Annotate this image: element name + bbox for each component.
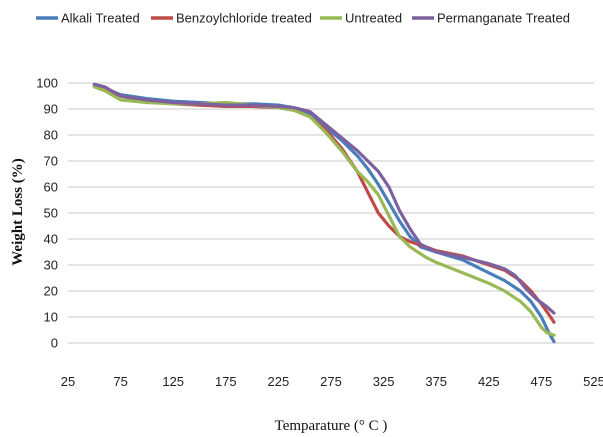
series-lines xyxy=(92,82,556,344)
y-tick-label: 30 xyxy=(44,258,58,273)
y-tick-label: 80 xyxy=(44,128,58,143)
x-tick-label: 25 xyxy=(61,374,75,389)
x-tick-label: 325 xyxy=(373,374,395,389)
y-tick-label: 20 xyxy=(44,284,58,299)
x-tick-label: 125 xyxy=(162,374,184,389)
legend-label: Untreated xyxy=(345,11,402,26)
y-tick-label: 100 xyxy=(36,76,58,91)
y-tick-label: 40 xyxy=(44,232,58,247)
legend-label: Permanganate Treated xyxy=(437,11,570,26)
grid-lines xyxy=(68,82,594,344)
x-tick-label: 475 xyxy=(531,374,553,389)
y-tick-label: 50 xyxy=(44,206,58,221)
x-axis-title: Temparature (° C ) xyxy=(275,418,388,434)
y-tick-label: 10 xyxy=(44,310,58,325)
y-tick-label: 0 xyxy=(51,336,58,351)
series-line-2 xyxy=(92,84,556,324)
x-tick-label: 225 xyxy=(268,374,290,389)
legend-label: Benzoylchloride treated xyxy=(176,11,312,26)
y-tick-label: 90 xyxy=(44,102,58,117)
y-axis-title: Weight Loss (%) xyxy=(10,158,26,266)
x-tick-label: 525 xyxy=(583,374,603,389)
x-tick-label: 425 xyxy=(478,374,500,389)
y-tick-label: 60 xyxy=(44,180,58,195)
y-tick-label: 70 xyxy=(44,154,58,169)
legend: Alkali Treated Benzoylchloride treated Unt… xyxy=(36,11,570,26)
legend-label: Alkali Treated xyxy=(61,11,140,26)
x-tick-label: 175 xyxy=(215,374,237,389)
y-axis-ticks: 0 10 20 30 40 50 60 70 80 90 100 xyxy=(36,76,58,351)
x-axis-ticks: 25 75 125 175 225 275 325 375 425 475 525 xyxy=(61,374,603,389)
x-tick-label: 375 xyxy=(425,374,447,389)
x-tick-label: 275 xyxy=(320,374,342,389)
series-line-4 xyxy=(92,82,556,315)
x-tick-label: 75 xyxy=(113,374,127,389)
